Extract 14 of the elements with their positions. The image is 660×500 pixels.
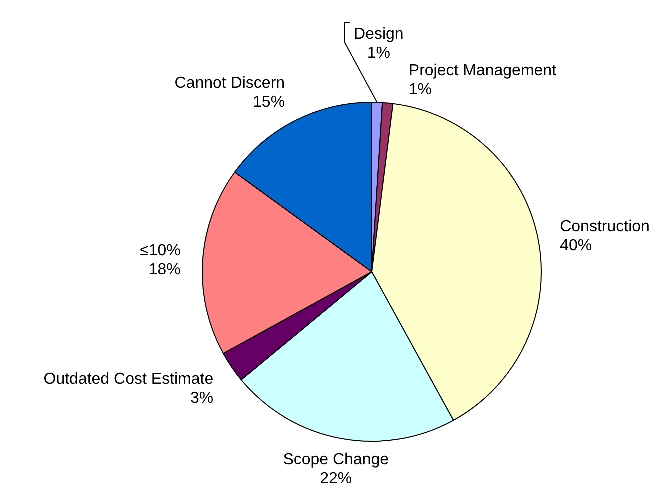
- data-label: 3%: [190, 390, 214, 408]
- slice-label: Construction: [560, 218, 650, 236]
- data-label: 1%: [408, 82, 432, 99]
- data-label: 15%: [253, 94, 286, 111]
- slice-label: Outdated Cost Estimate: [44, 371, 214, 388]
- data-label: 18%: [148, 261, 181, 278]
- slice-label: ≤10%: [140, 242, 181, 260]
- slice-label: Project Management: [408, 62, 558, 80]
- data-label: 40%: [560, 238, 592, 255]
- data-label: 22%: [320, 470, 352, 488]
- slice-label: Design: [354, 26, 404, 44]
- slice-label: Cannot Discern: [174, 74, 286, 92]
- data-label: 1%: [367, 45, 390, 62]
- slice-label: Scope Change: [283, 452, 390, 469]
